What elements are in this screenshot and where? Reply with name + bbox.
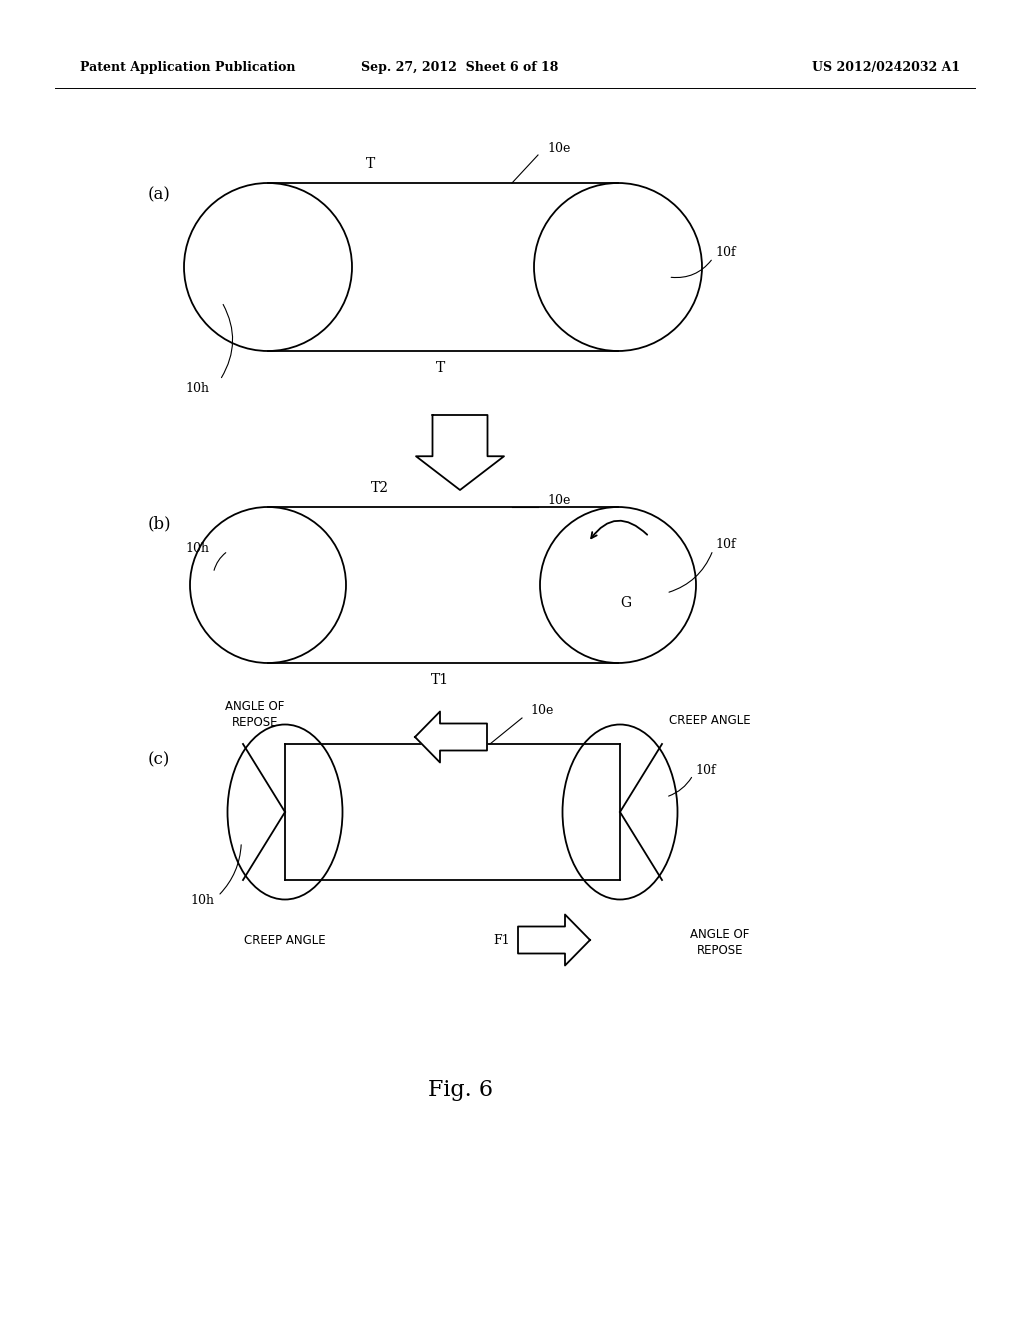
Text: 10e: 10e: [530, 704, 553, 717]
Text: ANGLE OF
REPOSE: ANGLE OF REPOSE: [690, 928, 750, 957]
Text: US 2012/0242032 A1: US 2012/0242032 A1: [812, 62, 961, 74]
Text: F2: F2: [449, 730, 465, 743]
Text: T: T: [435, 360, 444, 375]
Text: F1: F1: [494, 933, 510, 946]
Text: T1: T1: [431, 673, 450, 686]
Text: (a): (a): [148, 186, 171, 203]
Text: CREEP ANGLE: CREEP ANGLE: [244, 933, 326, 946]
Text: 10h: 10h: [185, 381, 209, 395]
Text: 10h: 10h: [185, 541, 209, 554]
Text: Sep. 27, 2012  Sheet 6 of 18: Sep. 27, 2012 Sheet 6 of 18: [361, 62, 559, 74]
Text: 10h: 10h: [190, 894, 214, 907]
Polygon shape: [416, 414, 504, 490]
Polygon shape: [415, 711, 487, 763]
Text: CREEP ANGLE: CREEP ANGLE: [670, 714, 751, 726]
Text: T: T: [366, 157, 375, 172]
Text: 10f: 10f: [715, 247, 735, 260]
Text: G: G: [621, 597, 632, 610]
Text: Fig. 6: Fig. 6: [427, 1078, 493, 1101]
Text: 10f: 10f: [695, 763, 716, 776]
Text: (b): (b): [148, 516, 172, 532]
Text: Patent Application Publication: Patent Application Publication: [80, 62, 296, 74]
Text: 10e: 10e: [547, 494, 570, 507]
Text: ANGLE OF
REPOSE: ANGLE OF REPOSE: [225, 701, 285, 730]
Text: 10e: 10e: [547, 141, 570, 154]
Text: 10f: 10f: [715, 539, 735, 552]
Text: (c): (c): [148, 751, 170, 768]
Polygon shape: [518, 915, 590, 965]
Text: T2: T2: [371, 480, 389, 495]
